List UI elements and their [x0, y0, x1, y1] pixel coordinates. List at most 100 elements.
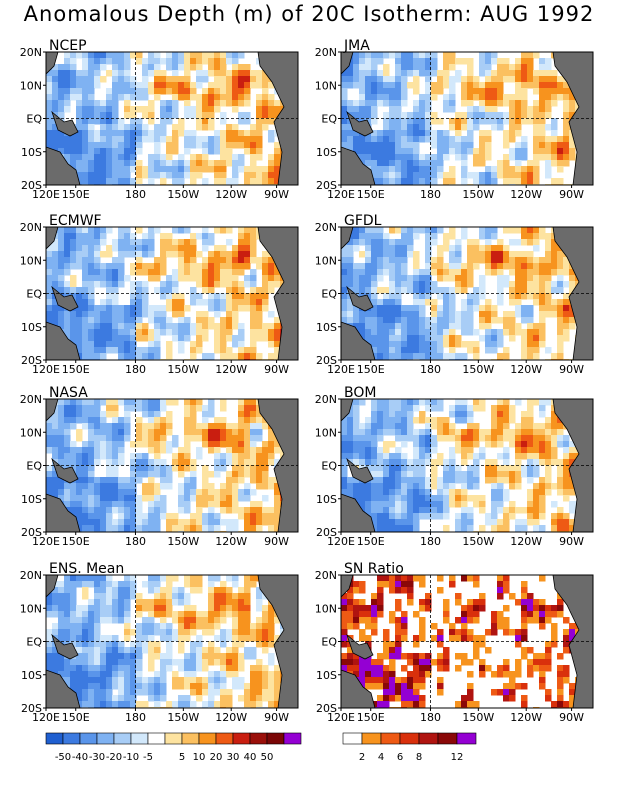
lon-tick-label: 150W [167, 363, 199, 376]
legend-label: -30 [89, 752, 105, 763]
lon-tick-label: 90W [559, 535, 584, 548]
legend-label: 30 [227, 752, 240, 763]
lat-tick-label: EQ [26, 288, 42, 301]
legend-label: -5 [143, 752, 153, 763]
panel-label: SN Ratio [344, 561, 404, 577]
legend-label: 12 [451, 752, 464, 763]
land-australia [46, 669, 81, 708]
lat-tick-label: 20N [20, 221, 42, 234]
lon-tick-label: 180 [420, 711, 441, 724]
lon-tick-label: 150E [62, 535, 90, 548]
lon-tick-label: 120E [32, 188, 60, 201]
panel-label: JMA [343, 38, 370, 54]
legend-label: 2 [359, 752, 365, 763]
sn-legend: 2 4 6 8 12 [342, 732, 477, 763]
legend-swatch [437, 732, 458, 745]
lat-tick-label: 10N [315, 254, 337, 267]
lon-tick-label: 90W [264, 711, 289, 724]
lat-tick-label: EQ [26, 460, 42, 473]
panel-label: ECMWF [49, 213, 102, 229]
legend-swatch [361, 732, 382, 745]
lon-tick-label: 120W [510, 188, 542, 201]
land-philippines [341, 52, 354, 75]
legend-swatch [130, 732, 149, 745]
anomaly-legend: -50 -40 -30 -20 -10 -5 5 10 20 30 40 50 [45, 732, 302, 763]
lon-tick-label: 120E [32, 363, 60, 376]
lat-tick-label: 20N [20, 393, 42, 406]
panel-label: NCEP [49, 38, 87, 54]
map-field [341, 575, 593, 708]
land-australia [46, 493, 81, 532]
lat-tick-label: 20S [316, 179, 337, 192]
lat-tick-label: 10S [21, 669, 42, 682]
land-philippines [46, 227, 59, 250]
legend-swatch [283, 732, 302, 745]
legend-label: 5 [179, 752, 185, 763]
legend-swatch [96, 732, 115, 745]
lon-tick-label: 120W [510, 535, 542, 548]
legend-label: 20 [210, 752, 223, 763]
lat-tick-label: 10S [21, 321, 42, 334]
legend-swatch [249, 732, 268, 745]
legend-swatch [147, 732, 166, 745]
legend-label: -20 [106, 752, 122, 763]
figure-title: Anomalous Depth (m) of 20C Isotherm: AUG… [23, 2, 595, 26]
lat-tick-label: EQ [321, 113, 337, 126]
legend-swatch [456, 732, 477, 745]
lon-tick-label: 90W [264, 188, 289, 201]
lon-tick-label: 180 [125, 535, 146, 548]
map-field [341, 227, 593, 360]
lon-tick-label: 180 [420, 535, 441, 548]
lat-tick-label: 20S [21, 702, 42, 715]
map-field [46, 52, 298, 185]
lon-tick-label: 120W [215, 363, 247, 376]
legend-swatch [79, 732, 98, 745]
legend-swatch [266, 732, 285, 745]
lon-tick-label: 150W [167, 711, 199, 724]
lon-tick-label: 180 [125, 188, 146, 201]
lat-tick-label: 20N [315, 569, 337, 582]
lat-tick-label: 20S [316, 702, 337, 715]
panel-label: BOM [344, 385, 376, 401]
lat-tick-label: 20S [21, 354, 42, 367]
lat-tick-label: 20N [315, 393, 337, 406]
legend-swatch [232, 732, 251, 745]
lon-tick-label: 180 [125, 363, 146, 376]
lon-tick-label: 90W [264, 363, 289, 376]
lon-tick-label: 120W [215, 188, 247, 201]
lon-tick-label: 150W [462, 535, 494, 548]
lon-tick-label: 120E [327, 188, 355, 201]
legend-swatch [215, 732, 234, 745]
legend-swatch [342, 732, 363, 745]
lat-tick-label: 10S [316, 321, 337, 334]
lon-tick-label: 150E [357, 363, 385, 376]
land-australia [46, 146, 81, 185]
land-australia [46, 321, 81, 360]
lat-tick-label: 10N [315, 602, 337, 615]
lon-tick-label: 90W [559, 363, 584, 376]
lon-tick-label: 120E [32, 535, 60, 548]
lon-tick-label: 150W [462, 363, 494, 376]
panel-label: ENS. Mean [49, 561, 124, 577]
land-philippines [341, 399, 354, 422]
land-australia [341, 146, 376, 185]
legend-label: 40 [244, 752, 257, 763]
lat-tick-label: 20N [20, 46, 42, 59]
lat-tick-label: 10N [20, 426, 42, 439]
lat-tick-label: 20S [21, 179, 42, 192]
lon-tick-label: 120E [32, 711, 60, 724]
lon-tick-label: 180 [420, 363, 441, 376]
lon-tick-label: 120E [327, 535, 355, 548]
land-new-guinea [51, 457, 79, 484]
legend-swatch [198, 732, 217, 745]
lon-tick-label: 150W [462, 188, 494, 201]
